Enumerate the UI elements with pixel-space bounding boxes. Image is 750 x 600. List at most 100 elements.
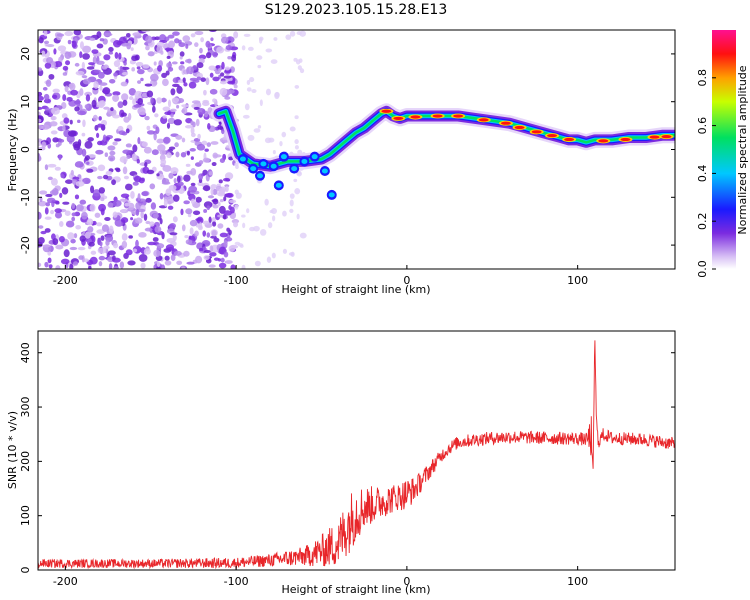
noise-speck <box>38 236 45 244</box>
noise-speck <box>64 85 69 93</box>
noise-speck <box>264 198 269 206</box>
noise-speck <box>153 132 157 141</box>
noise-speck <box>144 83 153 87</box>
noise-speck <box>119 198 128 202</box>
noise-speck <box>246 87 252 92</box>
noise-speck <box>167 66 174 72</box>
noise-speck <box>185 239 193 245</box>
noise-speck <box>185 43 189 49</box>
noise-speck <box>167 34 175 39</box>
noise-speck <box>145 220 151 225</box>
noise-speck <box>172 83 180 88</box>
noise-speck <box>143 146 152 154</box>
noise-speck <box>113 39 122 48</box>
noise-speck <box>195 196 202 203</box>
noise-speck <box>253 128 261 133</box>
noise-speck <box>123 60 127 66</box>
noise-speck <box>107 202 114 208</box>
noise-speck <box>112 114 120 119</box>
noise-speck <box>221 36 229 44</box>
noise-speck <box>50 130 58 135</box>
noise-speck <box>251 89 257 94</box>
noise-speck <box>184 235 189 239</box>
noise-speck <box>168 40 176 49</box>
noise-speck <box>189 219 198 227</box>
colorbar-tick-label: 0.0 <box>696 260 709 278</box>
noise-speck <box>218 187 226 195</box>
noise-speck <box>166 62 173 69</box>
noise-speck <box>68 83 74 89</box>
noise-speck <box>115 168 121 173</box>
noise-speck <box>233 31 239 39</box>
noise-speck <box>135 208 140 216</box>
noise-speck <box>75 225 82 230</box>
noise-speck <box>219 158 225 163</box>
noise-speck <box>75 180 85 187</box>
noise-speck <box>181 137 186 143</box>
noise-speck <box>101 65 108 70</box>
noise-speck <box>210 184 218 190</box>
noise-speck <box>198 222 203 229</box>
noise-speck <box>150 97 154 104</box>
y-tick-label: -10 <box>19 188 32 206</box>
x-tick-label: -200 <box>53 274 78 287</box>
noise-speck <box>209 252 217 257</box>
noise-speck <box>168 146 176 150</box>
noise-speck <box>219 199 224 203</box>
noise-speck <box>124 183 133 191</box>
noise-speck <box>85 94 91 102</box>
noise-speck <box>208 264 216 268</box>
noise-speck <box>67 39 72 45</box>
noise-speck <box>206 205 211 211</box>
noise-speck <box>86 218 94 226</box>
noise-speck <box>282 210 287 217</box>
noise-speck <box>186 67 190 75</box>
noise-speck <box>201 101 210 107</box>
noise-speck <box>141 30 151 33</box>
noise-speck <box>173 194 180 202</box>
noise-speck <box>97 123 103 128</box>
noise-speck <box>183 174 191 182</box>
noise-speck <box>61 187 69 195</box>
noise-speck <box>43 30 48 37</box>
noise-speck <box>188 81 197 89</box>
noise-speck <box>190 168 197 176</box>
noise-speck <box>188 185 198 193</box>
noise-speck <box>131 67 135 72</box>
noise-speck <box>186 261 195 265</box>
noise-speck <box>203 208 208 213</box>
noise-speck <box>45 79 52 87</box>
noise-speck <box>270 207 278 215</box>
noise-speck <box>90 250 97 255</box>
noise-speck <box>62 124 66 132</box>
noise-speck <box>98 82 108 86</box>
noise-speck <box>231 54 237 62</box>
noise-speck <box>200 37 205 43</box>
noise-speck <box>109 150 116 156</box>
noise-speck <box>47 163 57 168</box>
noise-speck <box>41 141 47 149</box>
noise-speck <box>62 94 67 101</box>
noise-speck <box>101 224 110 232</box>
colorbar-tick-label: 0.4 <box>696 165 709 183</box>
noise-speck <box>98 187 106 194</box>
noise-speck <box>43 93 50 101</box>
noise-speck <box>127 112 132 121</box>
noise-speck <box>219 232 228 238</box>
noise-speck <box>89 37 96 42</box>
noise-speck <box>164 47 174 51</box>
noise-speck <box>54 208 63 213</box>
noise-speck <box>170 113 174 118</box>
noise-speck <box>176 85 183 94</box>
noise-speck <box>167 205 174 210</box>
noise-speck <box>219 80 228 85</box>
noise-speck <box>84 140 93 149</box>
noise-speck <box>156 173 160 177</box>
noise-speck <box>136 69 145 75</box>
noise-speck <box>44 216 52 220</box>
noise-speck <box>151 149 159 156</box>
spectrogram-y-axis-label: Frequency (Hz) <box>6 109 19 192</box>
noise-speck <box>119 156 128 163</box>
noise-speck <box>138 232 147 238</box>
